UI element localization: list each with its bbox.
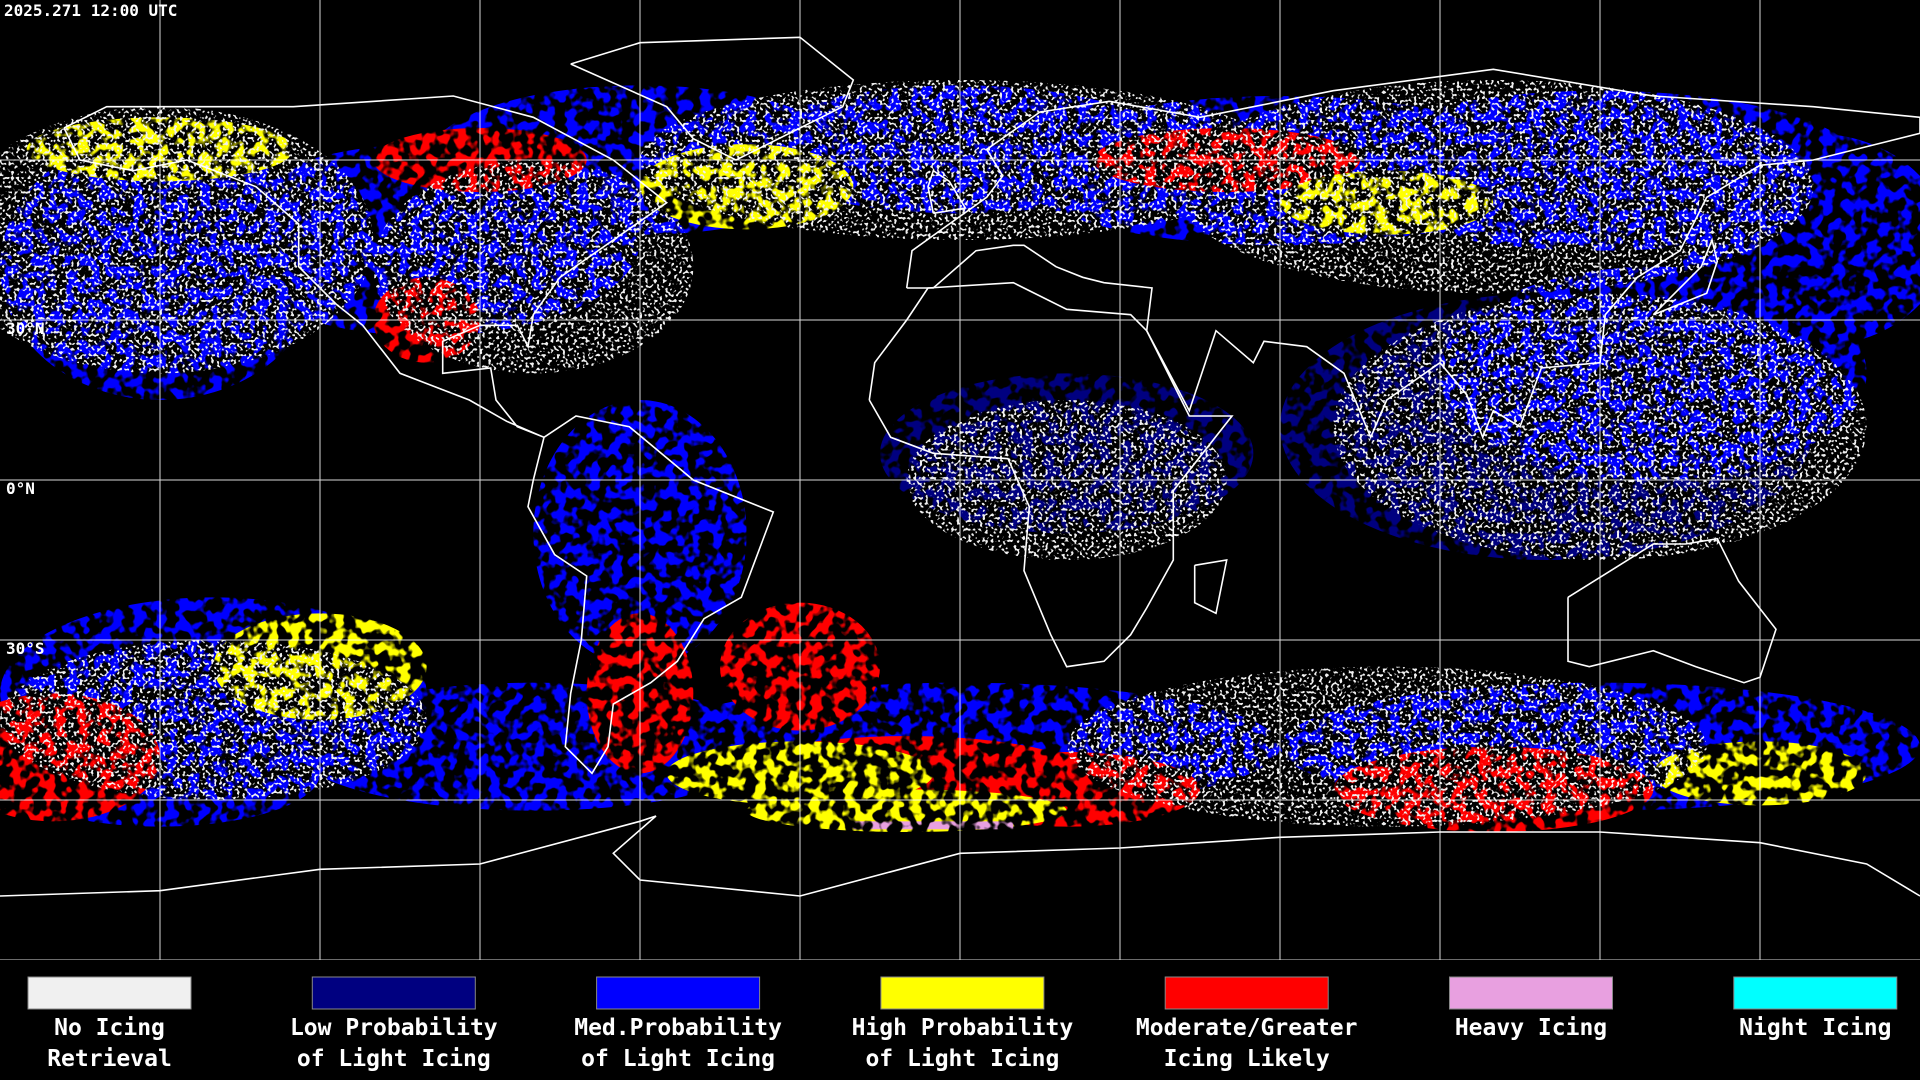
legend-label: of Light Icing [297, 1046, 491, 1072]
no-icing-area [1066, 666, 1707, 827]
legend-label: Night Icing [1739, 1015, 1891, 1041]
latitude-label: 0°N [6, 479, 35, 498]
coastline [905, 68, 1920, 440]
legend-swatch [1733, 976, 1898, 1010]
legend-swatch [596, 976, 761, 1010]
coastlines [0, 36, 1920, 897]
legend-label: Moderate/Greater [1136, 1015, 1358, 1041]
coastline [1193, 559, 1228, 615]
legend-label: of Light Icing [865, 1046, 1059, 1072]
legend: No Icing Retrieval Low Probability of Light… [0, 960, 1920, 1080]
no-icing-area [1173, 80, 1814, 294]
legend-label: Low Probability [290, 1015, 498, 1041]
coastline [1652, 237, 1719, 316]
no-icing-area [373, 160, 694, 374]
legend-label: Med.Probability [574, 1015, 782, 1041]
coastline [868, 281, 1234, 668]
latitude-label: 30°N [6, 319, 45, 338]
heavy-band [853, 821, 1014, 830]
latitude-label: 30°S [6, 639, 45, 658]
coastline [570, 36, 855, 161]
coastline [527, 415, 775, 775]
legend-label: High Probability [852, 1015, 1074, 1041]
latitude-labels: 30°N 0°N 30°S [6, 319, 45, 658]
legend-label: of Light Icing [581, 1046, 775, 1072]
legend-swatch [311, 976, 476, 1010]
legend-swatch [27, 976, 192, 1010]
no-icing-area [0, 106, 374, 374]
legend-label: Retrieval [47, 1046, 172, 1072]
no-icing-area [0, 640, 427, 800]
timestamp: 2025.271 12:00 UTC [4, 1, 177, 20]
legend-label: Heavy Icing [1455, 1015, 1607, 1041]
legend-swatch [1449, 976, 1613, 1010]
legend-label: Icing Likely [1164, 1046, 1330, 1072]
legend-swatch [880, 976, 1045, 1010]
legend-label: No Icing [54, 1015, 165, 1041]
legend-swatch [1164, 976, 1329, 1010]
coastline [63, 95, 669, 439]
